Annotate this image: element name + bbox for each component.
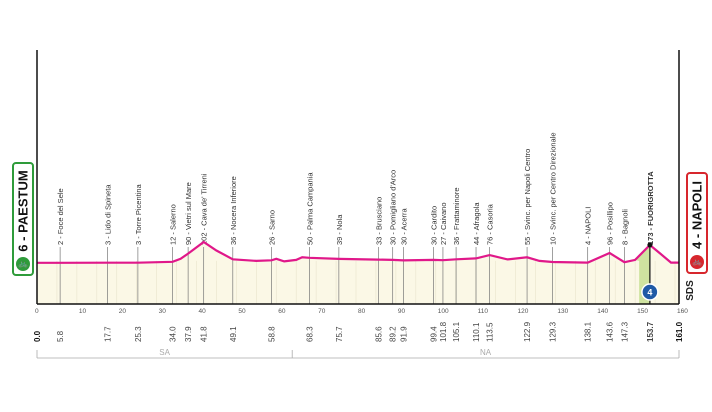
waypoint-km: 99.4 bbox=[429, 326, 438, 342]
waypoint-km: 122.9 bbox=[523, 321, 532, 342]
x-tick-label: 130 bbox=[557, 308, 568, 315]
waypoint-km: 37.9 bbox=[184, 326, 193, 342]
waypoint-label: 30 - Pomigliano d'Arco bbox=[389, 170, 398, 245]
x-tick-label: 0 bbox=[35, 308, 39, 315]
waypoint-label: 33 - Brusciano bbox=[374, 197, 383, 245]
waypoint-km: 101.8 bbox=[439, 321, 448, 342]
waypoint-label: 3 - Lido di Spineta bbox=[104, 184, 113, 245]
x-tick-label: 20 bbox=[119, 308, 127, 315]
waypoint-label: 4 - NAPOLI bbox=[584, 207, 593, 245]
summit-dot bbox=[647, 242, 653, 248]
waypoint-label: 76 - Casoria bbox=[486, 203, 495, 245]
waypoint-label: 44 - Afragola bbox=[472, 202, 481, 245]
waypoint-km: 58.8 bbox=[267, 326, 276, 342]
waypoint-km: 41.8 bbox=[200, 326, 209, 342]
x-tick-label: 30 bbox=[159, 308, 167, 315]
x-tick-label: 40 bbox=[199, 308, 207, 315]
sponsor-mark: SDS bbox=[684, 280, 696, 301]
waypoint-label: 12 - Salerno bbox=[169, 204, 178, 245]
x-tick-label: 110 bbox=[478, 308, 489, 315]
waypoint-label: 50 - Palma Campania bbox=[305, 172, 314, 245]
waypoint-label: 55 - Svinc. per Napoli Centro bbox=[523, 149, 532, 245]
waypoint-km: 129.3 bbox=[549, 321, 558, 342]
waypoint-label: 3 - Torre Picentina bbox=[134, 183, 143, 245]
badge-number: 4 bbox=[647, 288, 652, 298]
profile-fill bbox=[37, 242, 679, 304]
waypoint-label: 39 - Nola bbox=[335, 214, 344, 245]
waypoint-km: 85.6 bbox=[374, 326, 383, 342]
finish-badge: 4 - NAPOLI 🚲 bbox=[686, 172, 708, 274]
x-tick-label: 60 bbox=[278, 308, 286, 315]
badge-circle bbox=[641, 283, 659, 301]
waypoint-label: 36 - Frattaminore bbox=[452, 187, 461, 245]
x-tick-label: 70 bbox=[318, 308, 326, 315]
waypoint-km: 17.7 bbox=[104, 326, 113, 342]
x-tick-label: 100 bbox=[438, 308, 449, 315]
waypoint-km: 147.3 bbox=[620, 321, 629, 342]
profile-line bbox=[37, 240, 679, 264]
waypoint-label: 2 - Foce del Sele bbox=[56, 188, 65, 245]
waypoint-km: 153.7 bbox=[646, 321, 655, 342]
stage-badge-icon: 4 bbox=[641, 283, 659, 301]
waypoint-label: 8 - Bagnoli bbox=[620, 209, 629, 245]
waypoint-km: 25.3 bbox=[134, 326, 143, 342]
x-tick-label: 50 bbox=[238, 308, 246, 315]
x-tick-label: 160 bbox=[677, 308, 688, 315]
x-tick-label: 150 bbox=[637, 308, 648, 315]
waypoint-label: 173 - FUORIGROTTA bbox=[646, 171, 655, 245]
x-tick-label: 140 bbox=[597, 308, 608, 315]
x-tick-label: 80 bbox=[358, 308, 366, 315]
waypoint-label: 27 - Caivano bbox=[439, 202, 448, 245]
finish-label: 4 - NAPOLI bbox=[689, 181, 705, 249]
waypoint-km: 113.5 bbox=[486, 322, 495, 342]
waypoint-label: 30 - Cardito bbox=[429, 206, 438, 245]
waypoint-label: 90 - Vietri sul Mare bbox=[184, 182, 193, 245]
bicycle-icon: 🚲 bbox=[16, 257, 30, 271]
x-tick-label: 120 bbox=[518, 308, 529, 315]
waypoint-km: 34.0 bbox=[169, 326, 178, 342]
waypoint-km: 105.1 bbox=[452, 321, 461, 342]
waypoint-km: 75.7 bbox=[335, 326, 344, 342]
waypoint-label: 96 - Posillipo bbox=[606, 202, 615, 245]
province-label: SA bbox=[159, 348, 170, 357]
waypoint-km: 91.9 bbox=[399, 326, 408, 342]
x-tick-label: 90 bbox=[398, 308, 406, 315]
start-badge: 6 - PAESTUM 🚲 bbox=[12, 162, 34, 276]
waypoint-label: 202 - Cava de' Tirreni bbox=[200, 173, 209, 245]
waypoint-km: 89.2 bbox=[389, 326, 398, 342]
waypoint-km: 5.8 bbox=[56, 330, 65, 342]
waypoint-label: 36 - Nocera Inferiore bbox=[229, 176, 238, 245]
waypoint-km: 110.1 bbox=[472, 322, 481, 342]
waypoint-label: 30 - Acerra bbox=[399, 207, 408, 245]
start-km: 0.0 bbox=[33, 330, 42, 342]
waypoint-label: 26 - Sarno bbox=[267, 210, 276, 245]
waypoint-km: 143.6 bbox=[606, 321, 615, 342]
province-label: NA bbox=[480, 348, 492, 357]
waypoint-km: 138.1 bbox=[584, 321, 593, 342]
waypoint-km: 49.1 bbox=[229, 326, 238, 342]
bicycle-icon: 🚲 bbox=[690, 255, 704, 269]
finish-km: 161.0 bbox=[675, 321, 684, 342]
waypoint-km: 68.3 bbox=[305, 326, 314, 342]
x-tick-label: 10 bbox=[79, 308, 87, 315]
start-label: 6 - PAESTUM bbox=[15, 170, 31, 252]
waypoint-label: 10 - Svinc. per Centro Direzionale bbox=[549, 132, 558, 245]
